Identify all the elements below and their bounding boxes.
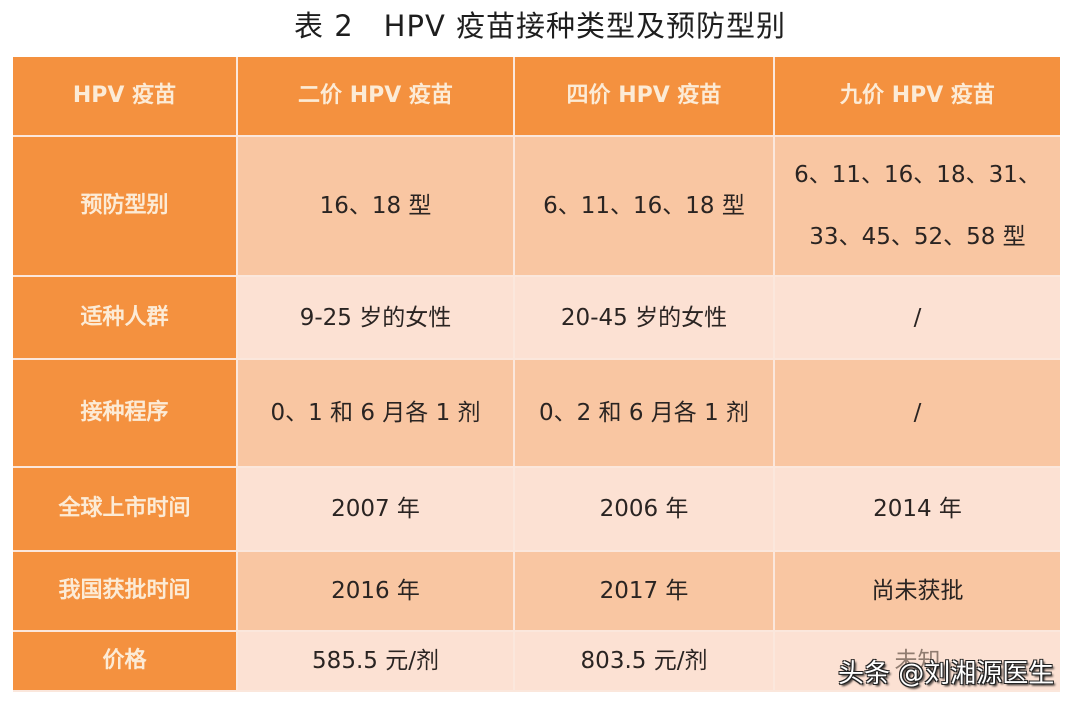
cell-bivalent-price: 585.5 元/剂 xyxy=(238,632,515,692)
row-label-price: 价格 xyxy=(13,632,238,692)
row-label-global-launch: 全球上市时间 xyxy=(13,468,238,552)
cell-nonavalent-population: / xyxy=(775,277,1060,360)
header-cell-vaccine: HPV 疫苗 xyxy=(13,57,238,137)
header-cell-quadrivalent: 四价 HPV 疫苗 xyxy=(515,57,775,137)
cell-nonavalent-price: 未知 xyxy=(775,632,1060,692)
cell-nonavalent-types: 6、11、16、18、31、 33、45、52、58 型 xyxy=(775,137,1060,277)
cell-quadrivalent-global-launch: 2006 年 xyxy=(515,468,775,552)
nonavalent-price-text: 未知 xyxy=(894,648,941,674)
cell-bivalent-types: 16、18 型 xyxy=(238,137,515,277)
row-label-prevention-types: 预防型别 xyxy=(13,137,238,277)
table-title: 表 2 HPV 疫苗接种类型及预防型别 xyxy=(293,9,787,43)
cell-quadrivalent-types: 6、11、16、18 型 xyxy=(515,137,775,277)
cell-quadrivalent-china-approval: 2017 年 xyxy=(515,552,775,632)
row-label-schedule: 接种程序 xyxy=(13,360,238,468)
cell-quadrivalent-population: 20-45 岁的女性 xyxy=(515,277,775,360)
cell-bivalent-schedule: 0、1 和 6 月各 1 剂 xyxy=(238,360,515,468)
cell-bivalent-population: 9-25 岁的女性 xyxy=(238,277,515,360)
row-label-china-approval: 我国获批时间 xyxy=(13,552,238,632)
hpv-vaccine-table: HPV 疫苗 二价 HPV 疫苗 四价 HPV 疫苗 九价 HPV 疫苗 预防型… xyxy=(13,57,1060,692)
cell-bivalent-china-approval: 2016 年 xyxy=(238,552,515,632)
header-cell-nonavalent: 九价 HPV 疫苗 xyxy=(775,57,1060,137)
row-label-target-population: 适种人群 xyxy=(13,277,238,360)
cell-nonavalent-china-approval: 尚未获批 xyxy=(775,552,1060,632)
watermark: 头条 @刘湘源医生 xyxy=(838,659,1055,689)
cell-nonavalent-global-launch: 2014 年 xyxy=(775,468,1060,552)
cell-quadrivalent-schedule: 0、2 和 6 月各 1 剂 xyxy=(515,360,775,468)
nonavalent-types-line2: 33、45、52、58 型 xyxy=(809,224,1026,250)
cell-quadrivalent-price: 803.5 元/剂 xyxy=(515,632,775,692)
cell-bivalent-global-launch: 2007 年 xyxy=(238,468,515,552)
cell-nonavalent-schedule: / xyxy=(775,360,1060,468)
nonavalent-types-line1: 6、11、16、18、31、 xyxy=(794,162,1041,188)
header-cell-bivalent: 二价 HPV 疫苗 xyxy=(238,57,515,137)
